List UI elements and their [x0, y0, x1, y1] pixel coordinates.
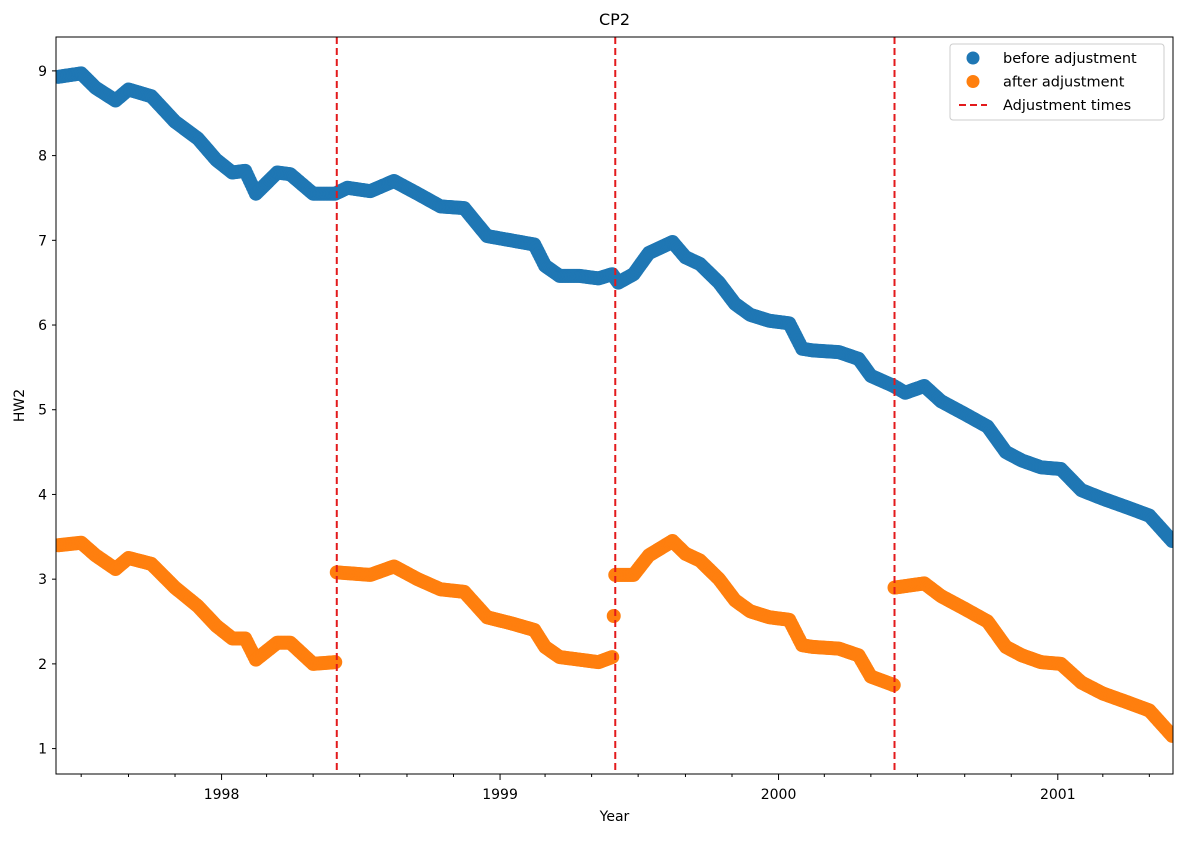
data-point — [886, 678, 901, 693]
data-point — [328, 655, 343, 670]
axes-layer: 1 2 3 4 5 6 7 8 9 1998 1999 2000 2001 — [38, 64, 1150, 803]
y-tick-label: 9 — [38, 64, 47, 80]
series-before-adjustment — [56, 66, 1173, 549]
legend: before adjustment after adjustment Adjustm… — [949, 43, 1165, 121]
x-tick-label: 1998 — [204, 787, 240, 803]
legend-box — [949, 43, 1165, 121]
legend-label: Adjustment times — [1003, 98, 1131, 114]
x-tick-label: 1999 — [482, 787, 518, 803]
chart-title: CP2 — [599, 10, 630, 29]
data-point — [1165, 534, 1173, 549]
x-tick-label: 2000 — [761, 787, 797, 803]
x-axis-label: Year — [599, 809, 630, 825]
data-point — [1165, 728, 1173, 743]
legend-label: after adjustment — [1003, 75, 1125, 91]
y-tick-label: 4 — [38, 487, 47, 503]
data-point — [605, 650, 620, 665]
y-tick-label: 5 — [38, 403, 47, 419]
legend-label: before adjustment — [1003, 51, 1137, 67]
data-point — [606, 609, 621, 624]
legend-marker — [966, 51, 980, 65]
y-tick-label: 1 — [38, 742, 47, 758]
plot-content — [56, 37, 1173, 774]
series-after-adjustment — [56, 534, 1173, 743]
y-axis-label: HW2 — [12, 389, 28, 422]
y-tick-label: 8 — [38, 149, 47, 165]
x-tick-label: 2001 — [1040, 787, 1076, 803]
y-tick-label: 7 — [38, 233, 47, 249]
y-tick-label: 2 — [38, 657, 47, 673]
y-tick-label: 3 — [38, 572, 47, 588]
plot-frame — [55, 36, 1174, 775]
legend-marker — [966, 75, 980, 88]
y-tick-label: 6 — [38, 318, 47, 334]
